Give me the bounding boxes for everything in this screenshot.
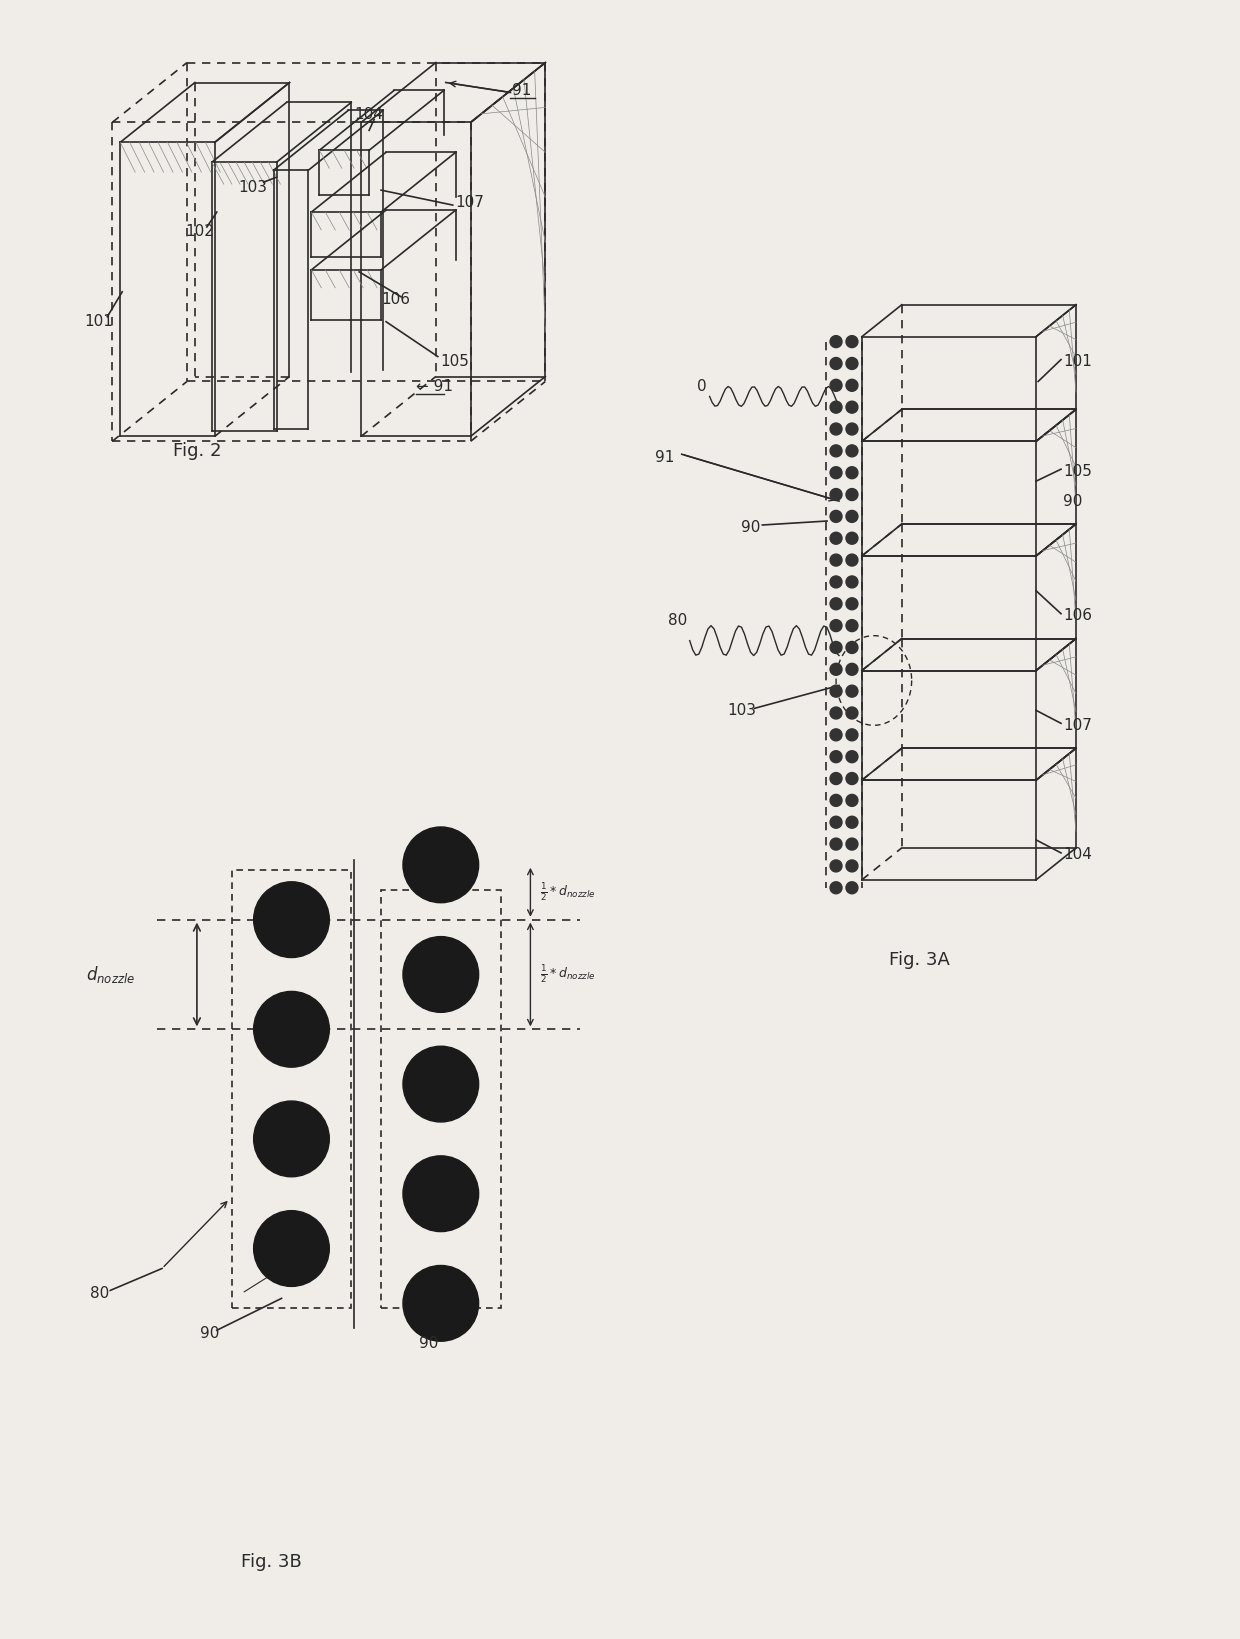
Circle shape <box>830 816 842 828</box>
Circle shape <box>830 838 842 851</box>
Circle shape <box>830 795 842 806</box>
Circle shape <box>830 510 842 523</box>
Text: 105: 105 <box>1063 464 1092 479</box>
Text: 104: 104 <box>1063 847 1092 862</box>
Text: 90: 90 <box>742 521 761 536</box>
Circle shape <box>254 992 330 1067</box>
Circle shape <box>403 1046 479 1123</box>
Circle shape <box>846 729 858 741</box>
Circle shape <box>830 729 842 741</box>
Circle shape <box>830 882 842 893</box>
Circle shape <box>830 488 842 500</box>
Circle shape <box>403 1155 479 1231</box>
Text: Fig. 3B: Fig. 3B <box>242 1554 303 1572</box>
Text: $\frac{1}{2}*d_{nozzle}$: $\frac{1}{2}*d_{nozzle}$ <box>541 964 596 985</box>
Circle shape <box>830 533 842 544</box>
Circle shape <box>830 598 842 610</box>
Circle shape <box>830 751 842 762</box>
Circle shape <box>846 554 858 565</box>
Circle shape <box>846 336 858 347</box>
Circle shape <box>830 467 842 479</box>
Text: Fig. 2: Fig. 2 <box>172 443 221 461</box>
Text: 91: 91 <box>512 84 532 98</box>
Text: 107: 107 <box>456 195 485 210</box>
Circle shape <box>403 936 479 1013</box>
Circle shape <box>846 838 858 851</box>
Text: 105: 105 <box>440 354 470 369</box>
Circle shape <box>846 402 858 413</box>
Text: 91: 91 <box>655 449 675 465</box>
Text: 0: 0 <box>697 379 707 393</box>
Text: 101: 101 <box>1063 354 1092 369</box>
Circle shape <box>846 357 858 369</box>
Circle shape <box>846 772 858 785</box>
Circle shape <box>830 336 842 347</box>
Circle shape <box>830 641 842 654</box>
Circle shape <box>846 575 858 588</box>
Text: 101: 101 <box>84 315 113 329</box>
Circle shape <box>830 706 842 720</box>
Circle shape <box>403 828 479 903</box>
Circle shape <box>830 575 842 588</box>
Text: 106: 106 <box>1063 608 1092 623</box>
Circle shape <box>830 402 842 413</box>
Circle shape <box>846 488 858 500</box>
Text: 103: 103 <box>728 703 756 718</box>
Circle shape <box>846 423 858 434</box>
Circle shape <box>846 795 858 806</box>
Circle shape <box>846 751 858 762</box>
Text: 90: 90 <box>419 1336 438 1351</box>
Circle shape <box>403 1265 479 1341</box>
Circle shape <box>830 860 842 872</box>
Text: ← 91: ← 91 <box>415 379 453 393</box>
Circle shape <box>846 510 858 523</box>
Circle shape <box>830 685 842 697</box>
Circle shape <box>846 641 858 654</box>
Text: $d_{nozzle}$: $d_{nozzle}$ <box>86 964 135 985</box>
Circle shape <box>846 379 858 392</box>
Text: Fig. 3A: Fig. 3A <box>889 951 950 969</box>
Text: 104: 104 <box>355 107 383 121</box>
Circle shape <box>846 816 858 828</box>
Circle shape <box>846 706 858 720</box>
Text: 106: 106 <box>381 292 410 306</box>
Circle shape <box>846 598 858 610</box>
Circle shape <box>254 1211 330 1287</box>
Text: $\frac{1}{2}*d_{nozzle}$: $\frac{1}{2}*d_{nozzle}$ <box>541 882 596 903</box>
Text: 103: 103 <box>239 180 268 195</box>
Circle shape <box>846 664 858 675</box>
Circle shape <box>254 1101 330 1177</box>
Text: 107: 107 <box>1063 718 1092 733</box>
Circle shape <box>846 533 858 544</box>
Circle shape <box>846 467 858 479</box>
Circle shape <box>830 554 842 565</box>
Circle shape <box>830 664 842 675</box>
Circle shape <box>846 685 858 697</box>
Circle shape <box>846 882 858 893</box>
Circle shape <box>846 620 858 631</box>
Circle shape <box>846 444 858 457</box>
Circle shape <box>830 379 842 392</box>
Circle shape <box>830 423 842 434</box>
Circle shape <box>830 357 842 369</box>
Text: 90: 90 <box>1063 493 1083 508</box>
Circle shape <box>830 772 842 785</box>
Text: 102: 102 <box>185 225 213 239</box>
Circle shape <box>846 860 858 872</box>
Text: 80: 80 <box>91 1287 109 1301</box>
Circle shape <box>830 620 842 631</box>
Text: 90: 90 <box>200 1326 219 1341</box>
Circle shape <box>830 444 842 457</box>
Circle shape <box>254 882 330 957</box>
Text: 80: 80 <box>668 613 687 628</box>
